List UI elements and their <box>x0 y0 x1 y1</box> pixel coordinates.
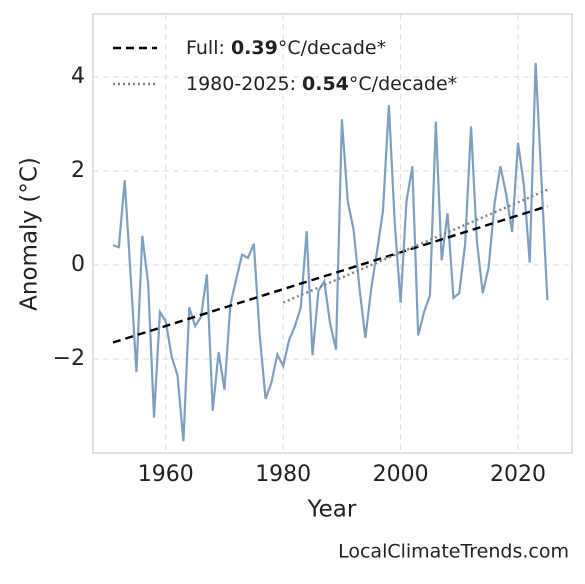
legend-text: 1980-2025: <box>186 73 302 95</box>
source: LocalClimateTrends.com <box>338 541 569 563</box>
x-tick-label: 2000 <box>373 462 429 487</box>
legend-text: Full: <box>186 37 231 59</box>
y-tick-label: 2 <box>71 158 85 183</box>
legend-text: 0.39 <box>231 37 278 59</box>
legend-label: Full: 0.39°C/decade* <box>186 37 386 59</box>
legend-text: °C/decade* <box>278 37 386 59</box>
y-tick-label: 4 <box>71 64 85 89</box>
y-axis-label: Anomaly (°C) <box>17 157 43 311</box>
legend-text: 0.54 <box>302 73 349 95</box>
y-tick-label: 0 <box>71 252 85 277</box>
y-tick-label: −2 <box>53 346 85 371</box>
legend-text: °C/decade* <box>349 73 457 95</box>
trend-line <box>112 205 548 344</box>
legend-label: 1980-2025: 0.54°C/decade* <box>186 73 457 95</box>
x-axis-label: Year <box>307 497 357 523</box>
x-tick-label: 2020 <box>490 462 546 487</box>
x-tick-label: 1960 <box>138 462 194 487</box>
data-line <box>112 62 549 442</box>
x-tick-label: 1980 <box>255 462 311 487</box>
